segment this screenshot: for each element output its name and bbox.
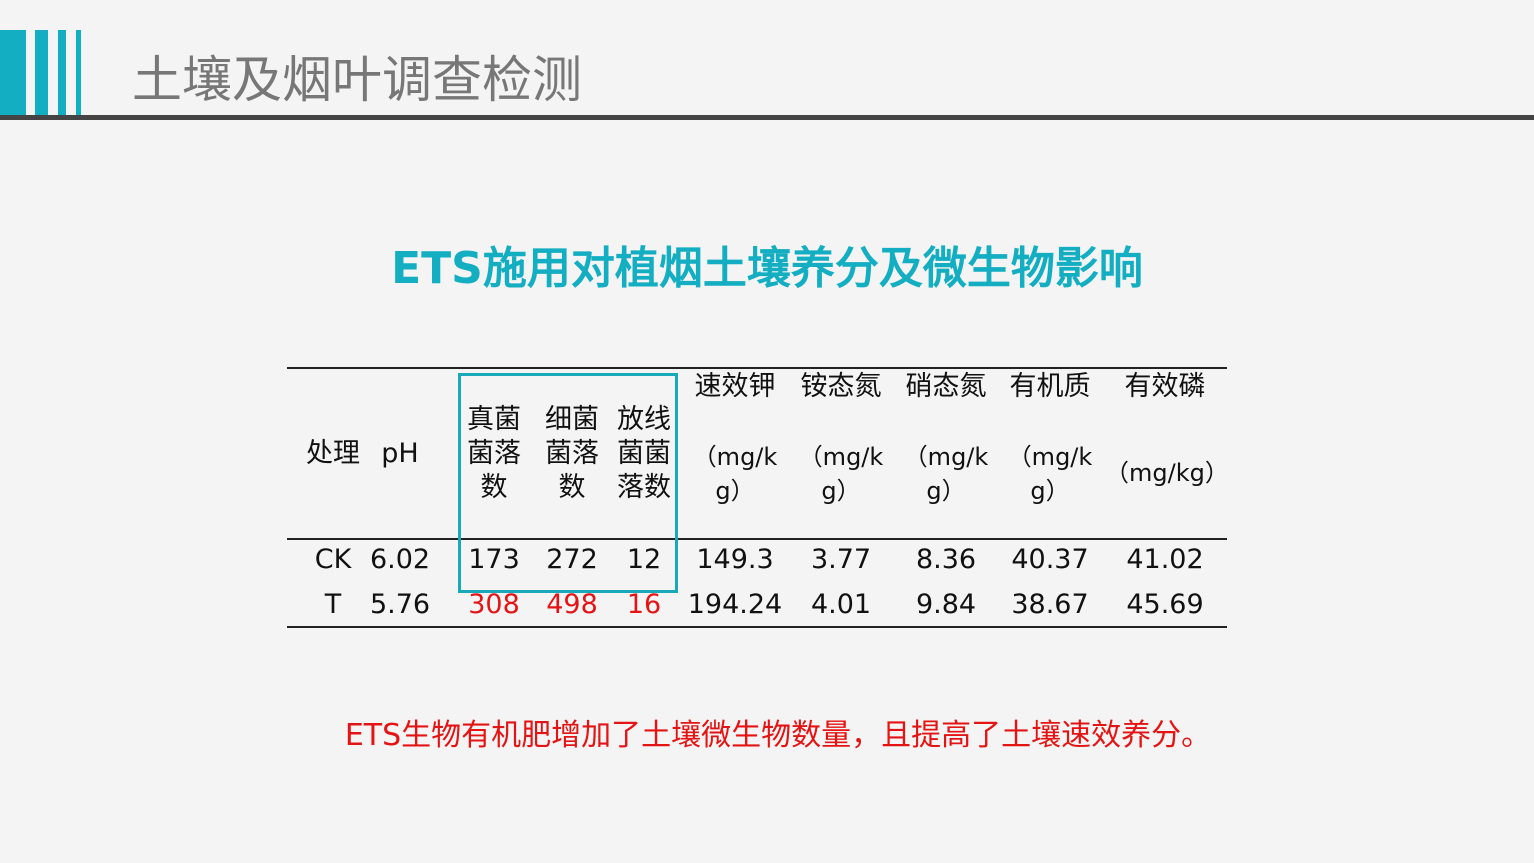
table-cell: 3.77 — [810, 544, 872, 575]
decor-stripe — [76, 30, 81, 116]
decor-stripe — [35, 30, 48, 116]
table-cell: 149.3 — [696, 544, 774, 575]
column-name: pH — [381, 438, 419, 469]
header-divider — [0, 115, 1534, 120]
table-cell: 16 — [626, 589, 662, 620]
table-top-rule — [287, 367, 1227, 369]
table-header-rule — [287, 538, 1227, 540]
column-name: 放线菌菌落数 — [617, 404, 671, 503]
column-name: 速效钾 — [694, 371, 776, 402]
column-name: 真菌菌落数 — [467, 404, 521, 503]
column-header: 有机质 （mg/kg） — [1002, 370, 1098, 508]
column-name: 细菌菌落数 — [545, 404, 599, 503]
column-header: 处理 — [306, 437, 360, 471]
column-name: 硝态氮 — [905, 371, 987, 402]
column-name: 处理 — [306, 438, 360, 469]
table-cell: 194.24 — [687, 589, 783, 620]
header-title: 土壤及烟叶调查检测 — [132, 51, 582, 109]
column-name: 有机质 — [1009, 371, 1091, 402]
column-header: pH — [381, 437, 418, 471]
column-header: 细菌菌落数 — [543, 403, 601, 505]
table-bottom-rule — [287, 626, 1227, 628]
table-cell: 9.84 — [915, 589, 977, 620]
column-unit: （mg/kg） — [1105, 459, 1229, 487]
column-unit: （mg/kg） — [903, 443, 989, 505]
conclusion-text: ETS生物有机肥增加了土壤微生物数量，且提高了土壤速效养分。 — [344, 718, 1212, 753]
column-header: 真菌菌落数 — [465, 403, 523, 505]
column-unit: （mg/kg） — [1007, 443, 1093, 505]
decor-stripe — [0, 30, 26, 116]
table-cell: 40.37 — [1011, 544, 1089, 575]
table-cell: 5.76 — [369, 589, 431, 620]
column-unit: （mg/kg） — [798, 443, 884, 505]
table-cell: 6.02 — [369, 544, 431, 575]
highlight-box — [458, 373, 678, 593]
column-header: 硝态氮 （mg/kg） — [898, 370, 994, 508]
column-header: 有效磷 （mg/kg） — [1105, 370, 1229, 490]
table-cell: CK — [314, 544, 352, 575]
table-cell: 498 — [546, 589, 598, 620]
slide-title: ETS施用对植烟土壤养分及微生物影响 — [391, 243, 1143, 294]
table-cell: T — [324, 589, 342, 620]
table-cell: 4.01 — [810, 589, 872, 620]
table-cell: 45.69 — [1126, 589, 1204, 620]
column-name: 有效磷 — [1124, 371, 1206, 402]
column-name: 铵态氮 — [800, 371, 882, 402]
table-cell: 8.36 — [915, 544, 977, 575]
column-unit: （mg/kg） — [692, 443, 778, 505]
table-cell: 173 — [468, 544, 520, 575]
column-header: 放线菌菌落数 — [615, 403, 673, 505]
table-cell: 38.67 — [1011, 589, 1089, 620]
decor-stripe — [58, 30, 66, 116]
table-cell: 272 — [546, 544, 598, 575]
table-cell: 308 — [468, 589, 520, 620]
column-header: 铵态氮 （mg/kg） — [793, 370, 889, 508]
column-header: 速效钾 （mg/kg） — [687, 370, 783, 508]
table-cell: 12 — [626, 544, 662, 575]
table-cell: 41.02 — [1126, 544, 1204, 575]
